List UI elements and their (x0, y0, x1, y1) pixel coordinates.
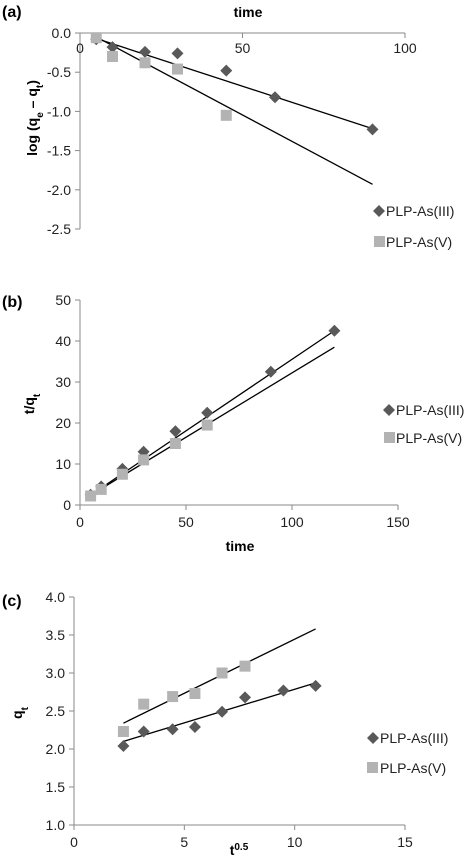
legend-b: PLP-As(III) PLP-As(V) (383, 402, 464, 446)
x-tick-label-c: 10 (287, 834, 303, 850)
data-point-as5-c (138, 698, 150, 710)
panel-label-c: (c) (2, 593, 22, 610)
legend-c: PLP-As(III) PLP-As(V) (367, 730, 448, 776)
data-point-as5-b (95, 483, 107, 495)
y-axis-title-c: qt (9, 706, 31, 719)
y-tick-label-c: 2.0 (46, 741, 66, 757)
y-tick-label-b: 50 (55, 292, 71, 308)
x-tick-label-a: 50 (235, 40, 251, 56)
legend-label-as3-b: PLP-As(III) (396, 402, 464, 418)
y-tick-label-a: -2.0 (47, 182, 71, 198)
data-point-as5-c (189, 688, 201, 700)
x-axis-title-a: time (234, 4, 263, 20)
data-point-as3-c (117, 739, 130, 752)
x-tick-label-b: 100 (280, 514, 304, 530)
legend-label-as5-b: PLP-As(V) (396, 430, 462, 446)
legend-marker-as5-b (384, 432, 395, 443)
data-point-as3-a (106, 41, 119, 54)
data-point-as3-a (171, 47, 184, 60)
y-tick-label-b: 20 (55, 415, 71, 431)
data-point-as3-c (166, 723, 179, 736)
data-point-as3-c (137, 725, 150, 738)
trendline-as5-a (95, 36, 373, 185)
panel-a: (a) time log (qe – qt) PLP-As(III) PLP-A… (2, 4, 454, 250)
data-point-as5-a (107, 51, 118, 63)
x-tick-label-c: 5 (180, 834, 188, 850)
panel-label-b: (b) (2, 294, 22, 311)
data-point-as5-b (201, 419, 213, 431)
y-tick-label-c: 3.0 (46, 665, 66, 681)
legend-a: PLP-As(III) PLP-As(V) (373, 203, 454, 250)
data-point-as5-b (85, 490, 97, 502)
x-tick-label-c: 0 (70, 834, 78, 850)
y-tick-label-a: -1.0 (47, 103, 71, 119)
x-axis-title-b: time (226, 538, 255, 554)
data-point-as5-a (172, 63, 183, 75)
data-point-as3-c (309, 679, 322, 692)
y-tick-label-a: -1.5 (47, 143, 71, 159)
data-point-as5-a (139, 57, 151, 69)
data-point-as5-b (138, 454, 150, 466)
legend-marker-as5-c (367, 762, 378, 773)
y-tick-label-c: 4.0 (46, 589, 66, 605)
legend-label-as3-a: PLP-As(III) (386, 203, 454, 219)
y-tick-label-a: -0.5 (47, 64, 71, 80)
y-tick-label-c: 3.5 (46, 627, 66, 643)
data-point-as3-b (264, 365, 277, 378)
y-tick-label-b: 40 (55, 333, 71, 349)
data-point-as5-b (116, 468, 128, 480)
data-point-as3-a (139, 45, 151, 58)
y-tick-label-c: 2.5 (46, 703, 66, 719)
data-point-as3-c (239, 691, 252, 704)
legend-label-as3-c: PLP-As(III) (380, 730, 448, 746)
y-tick-label-b: 10 (55, 456, 71, 472)
y-tick-label-c: 1.0 (46, 817, 66, 833)
data-point-as3-a (220, 64, 233, 77)
y-tick-label-c: 1.5 (46, 779, 66, 795)
data-point-as3-b (328, 324, 341, 337)
data-point-as5-c (167, 691, 179, 703)
y-tick-label-a: -2.5 (47, 221, 71, 237)
data-point-as5-c (216, 667, 228, 679)
x-tick-label-b: 0 (76, 514, 84, 530)
data-point-as3-c (216, 705, 229, 718)
data-point-as3-a (366, 123, 379, 136)
legend-label-as5-c: PLP-As(V) (380, 760, 446, 776)
data-point-as5-c (239, 660, 251, 672)
data-point-as5-a (90, 32, 102, 44)
data-point-as3-a (269, 91, 281, 104)
y-tick-label-b: 30 (55, 374, 71, 390)
panel-c: (c) t0.5 qt PLP-As(III) PLP-As(V) 1.0 1.5… (2, 589, 448, 858)
y-tick-label-b: 0 (63, 497, 71, 513)
data-point-as5-b (169, 438, 181, 449)
x-tick-label-a: 0 (76, 40, 84, 56)
panel-b: (b) time t/qt PLP-As(III) PLP-As(V) 0 10 2… (2, 292, 464, 554)
data-point-as3-b (169, 425, 182, 438)
data-point-as3-b (201, 406, 214, 419)
data-point-as5-a (220, 109, 232, 121)
x-tick-label-b: 50 (178, 514, 194, 530)
data-point-as3-c (188, 720, 201, 733)
legend-label-as5-a: PLP-As(V) (386, 234, 452, 250)
y-axis-title-b: t/qt (21, 393, 43, 414)
y-axis-title-a: log (qe – qt) (24, 80, 46, 156)
x-axis-title-c: t0.5 (230, 842, 249, 859)
legend-marker-as3-a (373, 205, 385, 217)
data-point-as5-c (117, 726, 129, 738)
x-tick-label-a: 100 (393, 40, 417, 56)
x-tick-label-c: 15 (397, 834, 413, 850)
legend-marker-as3-b (383, 404, 395, 416)
legend-marker-as5-a (374, 236, 385, 247)
y-tick-label-a: 0.0 (52, 25, 72, 41)
data-point-as3-c (277, 684, 290, 697)
legend-marker-as3-c (367, 732, 379, 744)
x-tick-label-b: 150 (386, 514, 410, 530)
panel-label-a: (a) (2, 4, 22, 21)
